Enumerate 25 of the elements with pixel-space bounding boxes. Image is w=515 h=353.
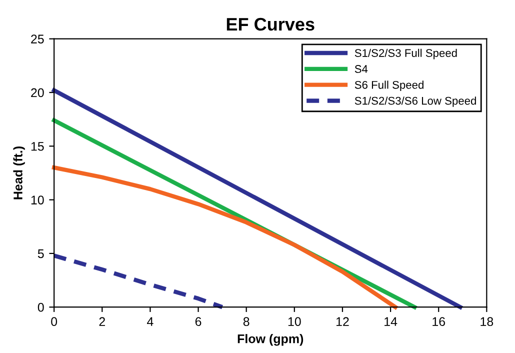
x-tick-label: 12: [336, 317, 349, 326]
x-tick-label: 8: [243, 317, 250, 326]
x-tick-label: 0: [51, 317, 58, 326]
x-tick-label: 6: [195, 317, 202, 326]
y-tick-label: 15: [31, 142, 44, 151]
y-axis-title: Head (ft.): [13, 146, 25, 200]
legend-label: S1/S2/S3 Full Speed: [354, 48, 457, 60]
x-tick-label: 10: [288, 317, 301, 326]
legend-label: S6 Full Speed: [354, 80, 424, 92]
legend-label: S1/S2/S3/S6 Low Speed: [354, 96, 476, 107]
x-tick-label: 4: [147, 317, 154, 326]
x-tick-label: 2: [99, 317, 105, 326]
y-tick-label: 25: [31, 34, 44, 44]
chart-title: EF Curves: [226, 18, 314, 31]
x-tick-label: 18: [480, 317, 494, 326]
x-tick-label: 14: [384, 317, 398, 326]
line-series: [52, 254, 224, 310]
y-tick-label: 5: [38, 249, 44, 258]
y-tick-label: 10: [31, 196, 44, 204]
x-tick-label: 16: [432, 317, 446, 326]
x-axis-title: Flow (gpm): [238, 334, 304, 346]
legend-label: S4: [354, 65, 368, 73]
line-series: [52, 166, 398, 310]
y-tick-label: 0: [38, 302, 44, 312]
y-tick-label: 20: [31, 88, 44, 98]
